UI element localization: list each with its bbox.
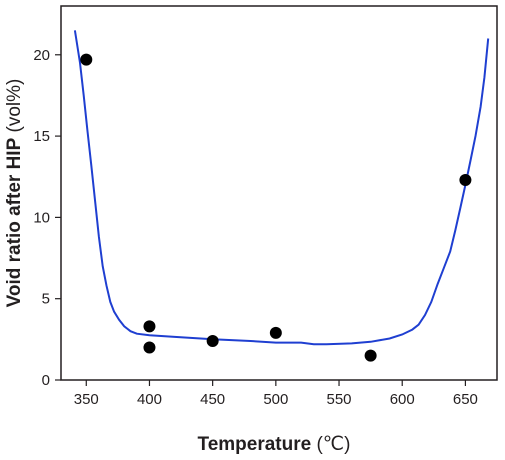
x-tick-label: 450: [200, 391, 225, 408]
y-tick-label: 10: [33, 209, 50, 226]
x-axis-title: Temperature (℃): [198, 434, 351, 455]
y-tick-label: 20: [33, 47, 50, 64]
x-tick-label: 550: [327, 391, 352, 408]
x-tick-label: 500: [263, 391, 288, 408]
data-point: [459, 173, 472, 186]
fit-curve: [73, 30, 490, 346]
plot-frame: [60, 5, 498, 381]
data-points: [80, 53, 472, 362]
data-point: [269, 326, 282, 339]
x-tick-label: 600: [390, 391, 415, 408]
x-tick-label: 400: [137, 391, 162, 408]
x-axis-ticks: 350 400 450 500 550 600 650: [74, 380, 478, 408]
x-tick-label: 650: [453, 391, 478, 408]
y-axis-ticks: 0 5 10 15 20: [33, 47, 61, 389]
data-point: [364, 349, 377, 362]
data-point: [143, 320, 156, 333]
y-tick-label: 0: [42, 372, 50, 389]
data-point: [143, 341, 156, 354]
y-tick-label: 5: [42, 291, 50, 308]
y-tick-label: 15: [33, 128, 50, 145]
y-axis-title: Void ratio after HIP (vol%): [4, 79, 25, 308]
data-point: [80, 53, 93, 66]
data-point: [206, 334, 219, 347]
x-tick-label: 350: [74, 391, 99, 408]
